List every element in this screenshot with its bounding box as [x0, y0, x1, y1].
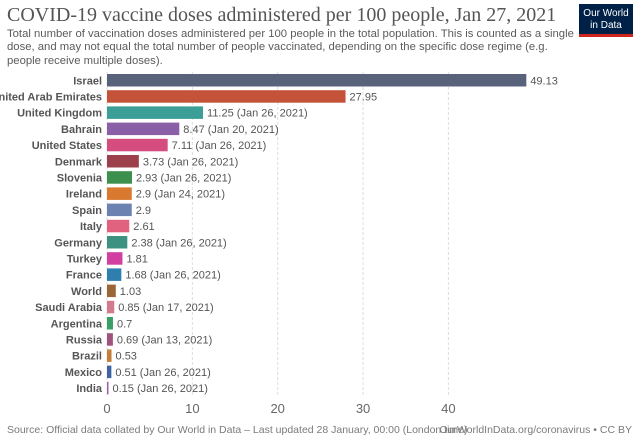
category-label: Spain [72, 205, 102, 217]
category-label: United Arab Emirates [0, 91, 102, 103]
logo-line-1: Our World [583, 8, 629, 19]
value-label: 0.15 (Jan 26, 2021) [113, 383, 208, 395]
bar[interactable] [107, 317, 113, 330]
bar[interactable] [107, 122, 180, 136]
value-label: 2.9 (Jan 24, 2021) [136, 189, 225, 201]
value-label: 1.81 [126, 253, 147, 265]
chart-subtitle: Total number of vaccination doses admini… [7, 28, 574, 67]
bar[interactable] [107, 74, 527, 87]
category-label: India [76, 383, 103, 395]
value-label: 2.93 (Jan 26, 2021) [136, 172, 231, 184]
value-label: 0.53 [116, 351, 137, 363]
category-label: Brazil [72, 351, 102, 363]
value-label: 0.7 [117, 318, 132, 330]
value-label: 8.47 (Jan 20, 2021) [183, 124, 278, 136]
value-label: 1.68 (Jan 26, 2021) [125, 270, 220, 282]
value-label: 27.95 [350, 91, 378, 103]
category-label: World [71, 286, 102, 298]
bar[interactable] [107, 252, 123, 265]
category-label: Slovenia [57, 172, 103, 184]
category-label: Bahrain [61, 124, 102, 136]
bar[interactable] [107, 90, 346, 103]
credit-link[interactable]: OurWorldInData.org/coronavirus • CC BY [439, 424, 632, 436]
bar[interactable] [107, 236, 128, 249]
bar[interactable] [107, 284, 116, 298]
value-label: 11.25 (Jan 26, 2021) [207, 108, 308, 120]
category-label: Israel [73, 75, 102, 87]
category-label: Saudi Arabia [35, 302, 103, 314]
chart-title: COVID-19 vaccine doses administered per … [7, 4, 557, 26]
value-label: 2.61 [133, 221, 154, 233]
x-tick-label: 0 [103, 401, 110, 416]
category-label: United Kingdom [17, 108, 102, 120]
category-label: Italy [80, 221, 103, 233]
bar[interactable] [107, 171, 133, 184]
category-label: Russia [66, 334, 103, 346]
source-note: Source: Official data collated by Our Wo… [7, 424, 468, 436]
category-label: Argentina [51, 318, 103, 330]
category-label: United States [32, 140, 102, 152]
bar[interactable] [107, 155, 139, 168]
category-label: Denmark [55, 156, 103, 168]
logo-line-2: in Data [590, 20, 622, 31]
x-tick-label: 40 [441, 401, 455, 416]
value-label: 0.69 (Jan 13, 2021) [117, 334, 212, 346]
bar[interactable] [107, 300, 115, 314]
category-label: Turkey [67, 253, 103, 265]
category-label: Germany [54, 237, 103, 249]
category-label: France [66, 270, 102, 282]
bar[interactable] [107, 365, 112, 379]
x-tick-label: 20 [270, 401, 284, 416]
value-label: 0.51 (Jan 26, 2021) [115, 367, 210, 379]
value-label: 3.73 (Jan 26, 2021) [143, 156, 238, 168]
bar[interactable] [107, 268, 122, 281]
value-label: 7.11 (Jan 26, 2021) [172, 140, 267, 152]
value-label: 2.38 (Jan 26, 2021) [131, 237, 226, 249]
x-tick-label: 10 [185, 401, 199, 416]
bar[interactable] [107, 381, 109, 395]
bar[interactable] [107, 106, 204, 119]
value-label: 1.03 [120, 286, 141, 298]
value-label: 49.13 [530, 75, 558, 87]
bar[interactable] [107, 219, 130, 233]
bar[interactable] [107, 203, 132, 217]
bar[interactable] [107, 333, 113, 346]
owid-logo[interactable]: Our World in Data [579, 4, 633, 37]
bar[interactable] [107, 349, 112, 362]
category-label: Ireland [66, 189, 102, 201]
x-tick-label: 30 [356, 401, 370, 416]
bar[interactable] [107, 187, 132, 200]
category-label: Mexico [65, 367, 103, 379]
bar[interactable] [107, 138, 168, 152]
value-label: 2.9 [136, 205, 151, 217]
value-label: 0.85 (Jan 17, 2021) [118, 302, 213, 314]
